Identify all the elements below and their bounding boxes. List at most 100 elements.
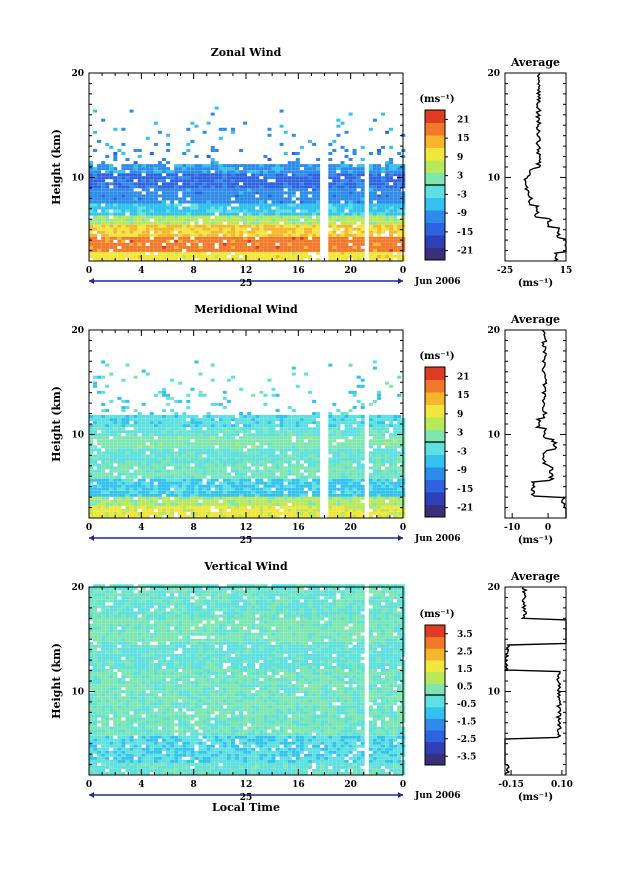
heatmap-cell (377, 451, 381, 455)
heatmap-cell (97, 179, 102, 183)
heatmap-cell (186, 469, 191, 473)
heatmap-cell (239, 194, 244, 198)
heatmap-cell (137, 415, 142, 418)
heatmap-cell (133, 239, 138, 243)
heatmap-cell (101, 402, 106, 406)
heatmap-cell (186, 505, 191, 509)
heatmap-cell (316, 466, 321, 470)
heatmap-cell (235, 457, 239, 461)
heatmap-cell (279, 194, 284, 198)
heatmap-cell (162, 427, 166, 431)
heatmap-cell (89, 454, 93, 458)
heatmap-cell (214, 515, 219, 518)
heatmap-cell (149, 152, 154, 155)
heatmap-cell (101, 512, 106, 515)
heatmap-cell (93, 496, 98, 500)
heatmap-cell (275, 424, 280, 428)
heatmap-cell (352, 182, 357, 186)
heatmap-cell (178, 466, 183, 470)
heatmap-cell (389, 505, 394, 509)
colorbar-tick-label: -15 (457, 228, 473, 238)
heatmap-cell (279, 200, 284, 204)
heatmap-cell (247, 418, 252, 422)
heatmap-cell (263, 224, 268, 228)
heatmap-cell (170, 173, 175, 177)
heatmap-cell (372, 421, 377, 425)
heatmap-cell (295, 436, 300, 440)
heatmap-cell (162, 421, 166, 425)
heatmap-cell (255, 457, 260, 461)
heatmap-cell (239, 185, 244, 189)
heatmap-cell (308, 224, 312, 228)
heatmap-cell (385, 508, 390, 512)
heatmap-cell (263, 496, 268, 500)
heatmap-cell (186, 478, 191, 482)
heatmap-cell (153, 430, 158, 434)
heatmap-cell (275, 499, 280, 503)
heatmap-cell (381, 478, 385, 482)
heatmap-cell (141, 481, 146, 485)
heatmap-cell (170, 209, 175, 213)
heatmap-cell (109, 399, 114, 403)
heatmap-cell (109, 242, 114, 246)
heatmap-cell (166, 149, 171, 152)
heatmap-cell (340, 430, 345, 434)
heatmap-cell (206, 248, 211, 252)
heatmap-cell (149, 475, 154, 479)
heatmap-cell (214, 224, 219, 228)
heatmap-cell (336, 242, 341, 246)
heatmap-cell (125, 508, 130, 512)
heatmap-cell (206, 502, 211, 506)
heatmap-cell (109, 182, 114, 186)
heatmap-cell (226, 457, 231, 461)
heatmap-cell (316, 460, 321, 464)
heatmap-cell (137, 218, 142, 222)
heatmap-cell (129, 487, 134, 491)
heatmap-cell (304, 185, 308, 189)
heatmap-cell (145, 182, 150, 186)
heatmap-cell (291, 469, 296, 473)
heatmap-cell (170, 182, 175, 186)
heatmap-cell (97, 448, 102, 452)
heatmap-cell (279, 182, 284, 186)
heatmap-cell (255, 218, 260, 222)
heatmap-cell (251, 454, 256, 458)
heatmap-cell (222, 475, 227, 479)
heatmap-cell (352, 170, 357, 174)
heatmap-cell (145, 490, 150, 494)
heatmap-cell (174, 209, 179, 213)
heatmap-cell (210, 233, 215, 237)
heatmap-cell (194, 188, 199, 192)
heatmap-cell (344, 197, 349, 201)
heatmap-cell (137, 515, 142, 518)
heatmap-cell (263, 188, 268, 192)
heatmap-cell (226, 439, 231, 443)
heatmap-cell (267, 224, 272, 228)
heatmap-cell (348, 167, 353, 171)
heatmap-cell (247, 233, 252, 237)
heatmap-cell (328, 418, 333, 422)
heatmap-cell (214, 233, 219, 237)
heatmap-cell (336, 206, 341, 210)
heatmap-cell (287, 194, 292, 198)
heatmap-cell (340, 448, 345, 452)
heatmap-cell (263, 442, 268, 446)
heatmap-cell (121, 424, 126, 428)
heatmap-cell (129, 203, 134, 207)
heatmap-cell (299, 248, 304, 252)
heatmap-cell (178, 179, 183, 183)
heatmap-cell (283, 487, 288, 491)
heatmap-cell (218, 505, 223, 509)
heatmap-cell (149, 206, 154, 210)
heatmap-cell (145, 487, 150, 491)
heatmap-cell (231, 167, 235, 171)
heatmap-cell (332, 200, 337, 204)
heatmap-cell (170, 427, 175, 431)
heatmap-cell (153, 490, 158, 494)
heatmap-cell (141, 227, 146, 231)
heatmap-cell (206, 203, 211, 207)
heatmap-cell (206, 445, 211, 449)
heatmap-cell (194, 215, 199, 219)
heatmap-cell (178, 218, 183, 222)
heatmap-cell (251, 484, 256, 488)
